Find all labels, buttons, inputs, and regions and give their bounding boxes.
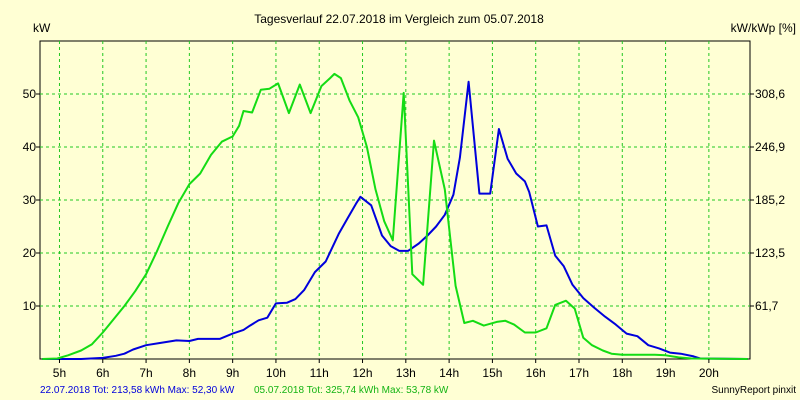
x-tick-label: 5h (53, 366, 66, 380)
x-tick-label: 15h (482, 366, 502, 380)
legend-series-2: 05.07.2018 Tot: 325,74 kWh Max: 53,78 kW (254, 385, 449, 396)
y-axis-label: kW (33, 21, 51, 35)
y2-tick-label: 61,7 (755, 299, 779, 313)
x-tick-label: 9h (226, 366, 239, 380)
y2-tick-label: 185,2 (755, 193, 785, 207)
x-tick-label: 16h (526, 366, 546, 380)
x-tick-label: 12h (353, 366, 373, 380)
chart-title: Tagesverlauf 22.07.2018 im Vergleich zum… (254, 12, 544, 26)
y2-tick-label: 246,9 (755, 140, 785, 154)
y-tick-label: 10 (23, 299, 37, 313)
y2-axis-label: kW/kWp [%] (731, 21, 796, 35)
y2-tick-label: 308,6 (755, 87, 785, 101)
credit-text: SunnyReport pinxit (712, 385, 797, 396)
x-tick-label: 10h (266, 366, 286, 380)
x-tick-label: 17h (569, 366, 589, 380)
x-tick-label: 7h (139, 366, 152, 380)
y-tick-label: 50 (23, 87, 37, 101)
x-tick-label: 8h (183, 366, 196, 380)
x-tick-label: 11h (310, 366, 329, 380)
x-tick-label: 20h (699, 366, 719, 380)
grid-layer (40, 41, 750, 359)
x-tick-label: 13h (396, 366, 416, 380)
series-line-1 (42, 80, 748, 360)
x-tick-label: 14h (439, 366, 459, 380)
y-tick-label: 40 (23, 140, 37, 154)
tick-layer: 5h 6h 7h 8h 9h 10h 11h 12h 13h 14h 15h 16h 17h 18h 19h… (23, 87, 786, 380)
legend-series-1: 22.07.2018 Tot: 213,58 kWh Max: 52,30 kW (40, 385, 235, 396)
x-tick-label: 18h (612, 366, 632, 380)
y-tick-label: 30 (23, 193, 37, 207)
y-tick-label: 20 (23, 246, 37, 260)
series-line-2 (42, 72, 748, 360)
y2-tick-label: 123,5 (755, 246, 785, 260)
x-tick-label: 19h (656, 366, 676, 380)
series-layer (42, 72, 748, 360)
x-tick-label: 6h (96, 366, 109, 380)
